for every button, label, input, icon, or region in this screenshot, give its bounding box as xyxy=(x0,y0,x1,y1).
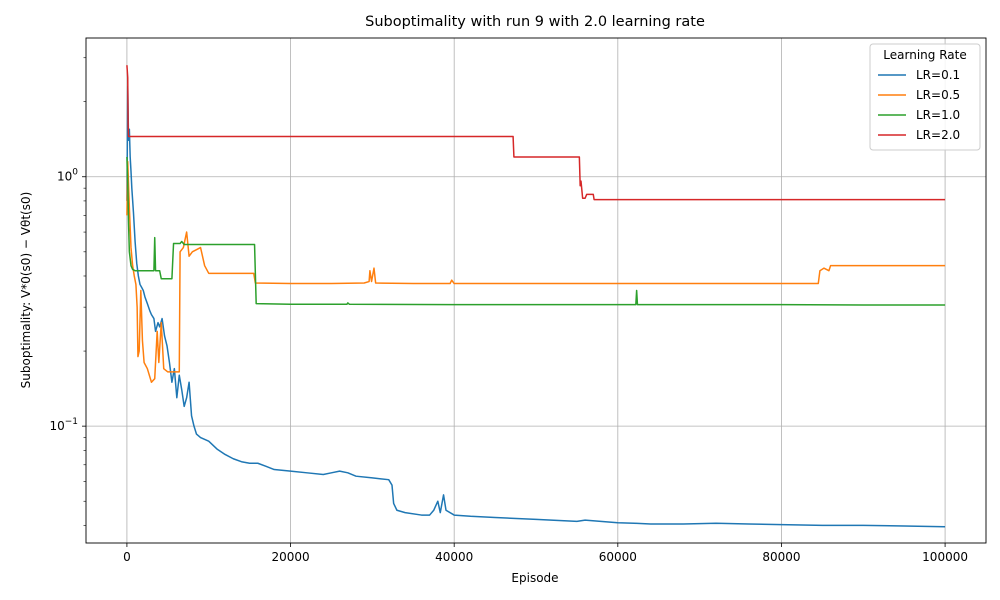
series-layer xyxy=(126,65,946,528)
x-tick-label: 20000 xyxy=(271,550,309,564)
x-axis-label: Episode xyxy=(511,571,558,585)
legend-entry: LR=0.1 xyxy=(916,68,960,82)
x-tick-label: 0 xyxy=(123,550,131,564)
chart-title: Suboptimality with run 9 with 2.0 learni… xyxy=(365,14,705,30)
y-axis-label: Suboptimality: V*0(s0) − Vθt(s0) xyxy=(19,192,33,389)
series-line-lr-0-5 xyxy=(126,160,946,383)
x-axis-ticks: 0 20000 40000 60000 80000 100000 xyxy=(123,543,968,564)
series-line-lr-0-1 xyxy=(126,85,946,528)
legend-title: Learning Rate xyxy=(883,48,966,62)
x-tick-label: 60000 xyxy=(599,550,637,564)
series-line-lr-1-0 xyxy=(126,156,946,306)
x-tick-label: 80000 xyxy=(762,550,800,564)
legend-entry: LR=2.0 xyxy=(916,128,960,142)
legend-box xyxy=(869,43,981,151)
x-tick-label: 100000 xyxy=(922,550,968,564)
legend: Learning Rate LR=0.1 LR=0.5 LR=1.0 LR=2.0 xyxy=(869,43,981,151)
series-line-lr-2-0 xyxy=(126,65,946,201)
plot-frame xyxy=(85,37,987,544)
legend-entry: LR=0.5 xyxy=(916,88,960,102)
legend-entry: LR=1.0 xyxy=(916,108,960,122)
x-tick-label: 40000 xyxy=(435,550,473,564)
